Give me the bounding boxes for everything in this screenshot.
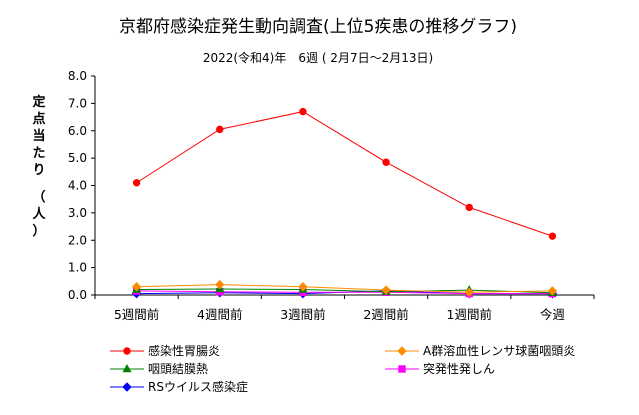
legend-marker xyxy=(122,382,132,392)
x-tick-label: 2週間前 xyxy=(363,307,408,322)
legend-item: 感染性胃腸炎 xyxy=(110,343,220,358)
legend-label: RSウイルス感染症 xyxy=(148,379,248,394)
data-point xyxy=(547,286,558,296)
series-2 xyxy=(131,279,558,297)
legend-label: 突発性発しん xyxy=(423,361,495,376)
y-label-char: 人 xyxy=(32,206,46,222)
plot-area xyxy=(94,76,594,296)
data-point xyxy=(299,107,307,116)
y-label-char: （ xyxy=(32,189,45,205)
legend-label: 咽頭結膜熱 xyxy=(148,362,208,376)
plot-background xyxy=(95,76,594,295)
legend-item: 突発性発しん xyxy=(385,361,495,376)
y-tick-label: 5.0 xyxy=(68,151,87,165)
y-label-char: ） xyxy=(32,223,45,239)
y-tick-label: 0.0 xyxy=(68,288,87,302)
data-point xyxy=(548,232,557,240)
data-point xyxy=(132,179,141,187)
series-group xyxy=(131,107,558,299)
legend-item: RSウイルス感染症 xyxy=(110,379,248,394)
y-tick-label: 1.0 xyxy=(68,261,87,275)
data-point xyxy=(381,285,391,295)
legend-item: A群溶血性レンサ球菌咽頭炎 xyxy=(385,343,575,358)
series-line xyxy=(136,290,553,295)
y-tick-label: 8.0 xyxy=(68,69,87,83)
x-tick-label: 今週 xyxy=(540,307,566,322)
legend-label: 感染性胃腸炎 xyxy=(148,343,220,358)
y-axis-ticks: 0.0 1.0 2.0 3.0 4.0 5.0 6.0 7.0 8.0 xyxy=(68,69,95,302)
legend-label: A群溶血性レンサ球菌咽頭炎 xyxy=(423,343,575,358)
y-tick-label: 6.0 xyxy=(68,124,87,138)
x-tick-label: 4週間前 xyxy=(197,307,242,322)
x-tick-label: 3週間前 xyxy=(280,307,325,322)
legend-marker xyxy=(123,347,131,355)
legend-marker xyxy=(398,365,406,373)
y-tick-label: 2.0 xyxy=(68,233,87,247)
data-point xyxy=(216,125,224,134)
y-tick-label: 3.0 xyxy=(68,206,87,220)
legend-item: 咽頭結膜熱 xyxy=(110,362,208,376)
data-point xyxy=(465,203,473,212)
data-point xyxy=(382,158,390,166)
legend-marker xyxy=(122,363,132,373)
chart-title: 京都府感染症発生動向調査(上位5疾患の推移グラフ) xyxy=(119,17,517,37)
y-tick-label: 7.0 xyxy=(68,96,87,110)
x-tick-label: 5週間前 xyxy=(114,307,159,322)
legend-marker xyxy=(397,346,407,356)
y-label-char: 当 xyxy=(32,128,45,144)
y-label-char: 点 xyxy=(32,111,45,127)
x-axis-ticks: 5週間前 4週間前 3週間前 2週間前 1週間前 今週 xyxy=(94,295,595,322)
series-line xyxy=(136,288,553,294)
data-point xyxy=(215,279,225,290)
series-line xyxy=(136,111,553,237)
chart-subtitle: 2022(令和4)年 6週 ( 2月7日～2月13日) xyxy=(203,50,433,65)
data-point xyxy=(298,282,308,292)
data-point xyxy=(464,287,474,297)
y-label-char: 定 xyxy=(31,94,45,110)
series-1 xyxy=(132,107,557,240)
y-label-char: た xyxy=(32,146,45,161)
y-label-char: り xyxy=(32,163,45,178)
series-line xyxy=(136,284,553,293)
x-tick-label: 1週間前 xyxy=(447,307,492,322)
y-tick-label: 4.0 xyxy=(68,179,87,193)
data-point xyxy=(131,282,142,292)
